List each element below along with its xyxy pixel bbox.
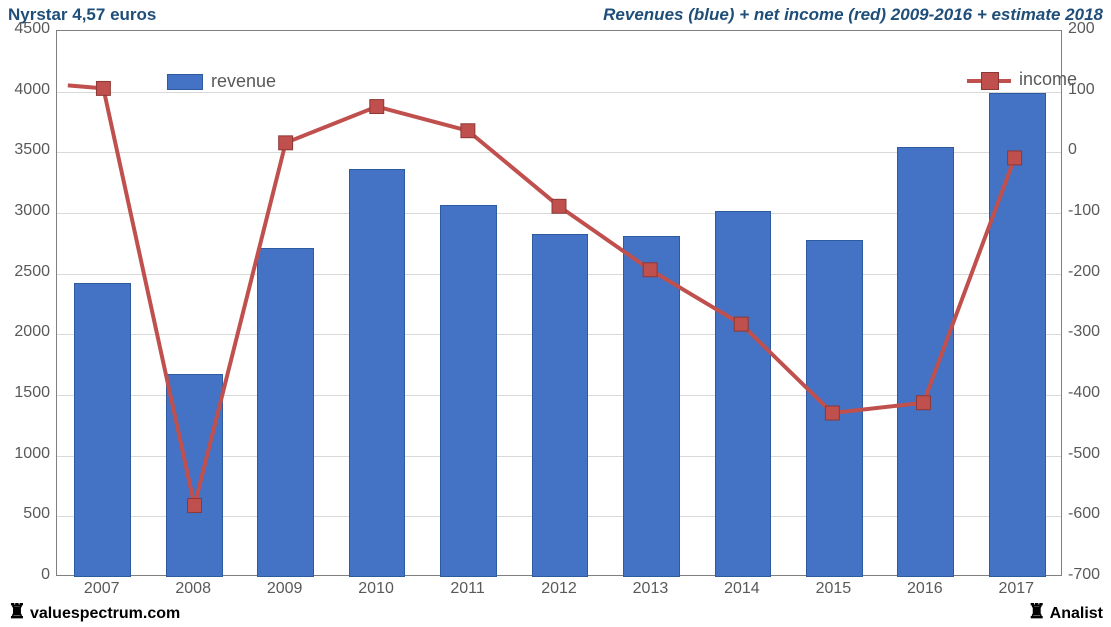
income-marker [279,136,293,150]
footer-right-text: Analist [1050,605,1103,622]
chart-footer: ♜valuespectrum.com ♜Analist [0,600,1111,624]
footer-left: ♜valuespectrum.com [8,602,180,623]
y-left-tick: 4000 [0,81,50,99]
legend-revenue: revenue [167,71,276,92]
rook-icon: ♜ [1028,602,1046,622]
income-line [57,31,1061,575]
income-marker [825,406,839,420]
y-right-tick: -100 [1068,202,1100,220]
y-right-tick: -300 [1068,323,1100,341]
plot-area: revenueincome [56,30,1062,576]
income-marker [370,100,384,114]
y-left-tick: 2000 [0,323,50,341]
y-left-tick: 3000 [0,202,50,220]
income-line-path [68,85,1015,505]
y-left-tick: 3500 [0,141,50,159]
legend-revenue-swatch [167,74,203,90]
legend-income: income [967,69,1077,90]
y-right-tick: -600 [1068,505,1100,523]
income-marker [1008,151,1022,165]
x-tick: 2013 [620,580,680,598]
y-left-tick: 1500 [0,384,50,402]
income-marker [643,263,657,277]
y-right-tick: -200 [1068,263,1100,281]
income-marker [917,396,931,410]
x-tick: 2016 [895,580,955,598]
x-tick: 2014 [712,580,772,598]
y-right-tick: -500 [1068,445,1100,463]
rook-icon: ♜ [8,602,26,622]
x-tick: 2010 [346,580,406,598]
y-left-tick: 4500 [0,20,50,38]
y-right-tick: -700 [1068,566,1100,584]
y-left-tick: 1000 [0,445,50,463]
x-tick: 2008 [163,580,223,598]
y-right-tick: 100 [1068,81,1095,99]
chart-container: Nyrstar 4,57 euros Revenues (blue) + net… [0,0,1111,627]
income-marker [188,499,202,513]
y-left-tick: 0 [0,566,50,584]
income-marker [552,199,566,213]
x-tick: 2012 [529,580,589,598]
income-marker [96,81,110,95]
y-right-tick: -400 [1068,384,1100,402]
y-left-tick: 500 [0,505,50,523]
legend-revenue-label: revenue [211,71,276,92]
y-left-tick: 2500 [0,263,50,281]
title-right: Revenues (blue) + net income (red) 2009-… [603,5,1103,25]
income-marker [734,317,748,331]
x-tick: 2007 [72,580,132,598]
y-right-tick: 0 [1068,141,1077,159]
legend-income-swatch [967,70,1011,90]
x-tick: 2017 [986,580,1046,598]
x-tick: 2015 [803,580,863,598]
footer-left-text: valuespectrum.com [30,605,180,622]
footer-right: ♜Analist [1028,602,1103,623]
x-tick: 2009 [255,580,315,598]
chart-header: Nyrstar 4,57 euros Revenues (blue) + net… [0,0,1111,28]
x-tick: 2011 [438,580,498,598]
income-marker [461,124,475,138]
y-right-tick: 200 [1068,20,1095,38]
